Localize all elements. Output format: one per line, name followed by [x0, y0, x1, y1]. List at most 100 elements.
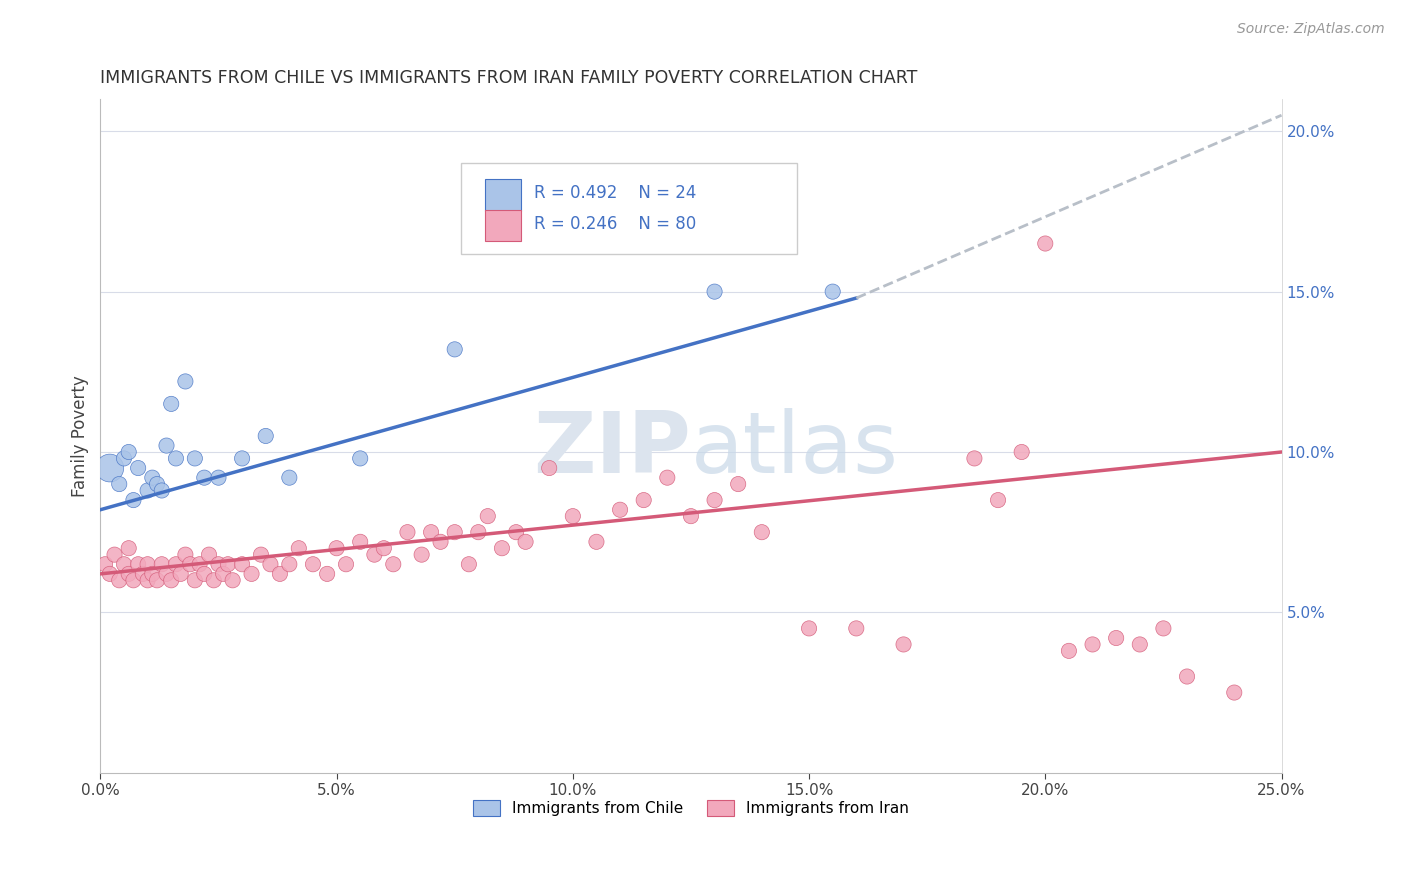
Point: [127, 461, 149, 475]
Point: [184, 451, 207, 466]
Point: [217, 558, 239, 572]
Point: [420, 525, 443, 540]
Point: [1033, 236, 1056, 251]
Point: [585, 534, 607, 549]
Point: [1105, 631, 1128, 645]
Point: [1129, 637, 1152, 651]
Text: IMMIGRANTS FROM CHILE VS IMMIGRANTS FROM IRAN FAMILY POVERTY CORRELATION CHART: IMMIGRANTS FROM CHILE VS IMMIGRANTS FROM…: [100, 69, 918, 87]
Point: [103, 548, 125, 562]
Point: [1011, 445, 1033, 459]
Point: [491, 541, 513, 556]
Point: [112, 451, 135, 466]
Point: [98, 461, 121, 475]
Point: [515, 534, 537, 549]
Point: [845, 621, 868, 635]
Point: [136, 483, 159, 498]
Point: [155, 439, 177, 453]
Point: [179, 558, 201, 572]
Point: [231, 451, 253, 466]
Point: [165, 451, 187, 466]
Point: [250, 548, 273, 562]
Point: [302, 558, 325, 572]
Point: [122, 574, 145, 588]
Text: atlas: atlas: [690, 408, 898, 491]
Text: R = 0.492    N = 24: R = 0.492 N = 24: [534, 185, 696, 202]
Point: [207, 558, 229, 572]
Point: [193, 470, 215, 484]
Text: ZIP: ZIP: [533, 408, 690, 491]
Point: [169, 566, 191, 581]
Point: [703, 285, 725, 299]
Point: [150, 558, 173, 572]
Point: [373, 541, 395, 556]
Point: [136, 574, 159, 588]
Point: [679, 509, 702, 524]
Point: [132, 566, 155, 581]
Point: [316, 566, 339, 581]
Point: [963, 451, 986, 466]
Point: [821, 285, 844, 299]
Point: [118, 566, 141, 581]
Point: [561, 509, 583, 524]
Point: [467, 525, 489, 540]
Point: [112, 558, 135, 572]
Point: [325, 541, 347, 556]
Point: [160, 574, 183, 588]
Point: [150, 483, 173, 498]
Point: [335, 558, 357, 572]
Point: [349, 451, 371, 466]
Point: [505, 525, 527, 540]
Point: [193, 566, 215, 581]
Point: [127, 558, 149, 572]
Point: [98, 566, 121, 581]
Point: [429, 534, 451, 549]
Point: [184, 574, 207, 588]
Legend: Immigrants from Chile, Immigrants from Iran: Immigrants from Chile, Immigrants from I…: [467, 794, 915, 822]
Point: [188, 558, 211, 572]
Point: [363, 548, 385, 562]
Point: [160, 397, 183, 411]
Point: [174, 375, 197, 389]
Point: [174, 548, 197, 562]
Point: [727, 477, 749, 491]
Point: [797, 621, 820, 635]
Point: [1057, 644, 1080, 658]
Point: [240, 566, 263, 581]
Point: [443, 343, 465, 357]
Point: [155, 566, 177, 581]
Point: [254, 429, 277, 443]
Point: [1223, 685, 1246, 699]
Point: [703, 493, 725, 508]
Point: [396, 525, 419, 540]
Point: [221, 574, 243, 588]
Point: [259, 558, 281, 572]
Point: [609, 502, 631, 516]
Point: [443, 525, 465, 540]
Text: Source: ZipAtlas.com: Source: ZipAtlas.com: [1237, 22, 1385, 37]
Point: [382, 558, 405, 572]
Point: [136, 558, 159, 572]
Point: [141, 470, 163, 484]
Point: [207, 470, 229, 484]
Point: [122, 493, 145, 508]
Point: [165, 558, 187, 572]
FancyBboxPatch shape: [485, 179, 520, 211]
FancyBboxPatch shape: [461, 163, 797, 254]
Point: [893, 637, 915, 651]
Point: [457, 558, 479, 572]
Point: [477, 509, 499, 524]
Point: [657, 470, 679, 484]
Point: [349, 534, 371, 549]
Point: [94, 558, 117, 572]
Point: [118, 541, 141, 556]
Point: [146, 477, 169, 491]
Point: [538, 461, 561, 475]
Point: [278, 470, 301, 484]
Point: [987, 493, 1010, 508]
Point: [633, 493, 655, 508]
Point: [1081, 637, 1104, 651]
Text: R = 0.246    N = 80: R = 0.246 N = 80: [534, 215, 696, 233]
Point: [141, 566, 163, 581]
Point: [198, 548, 221, 562]
Point: [411, 548, 433, 562]
